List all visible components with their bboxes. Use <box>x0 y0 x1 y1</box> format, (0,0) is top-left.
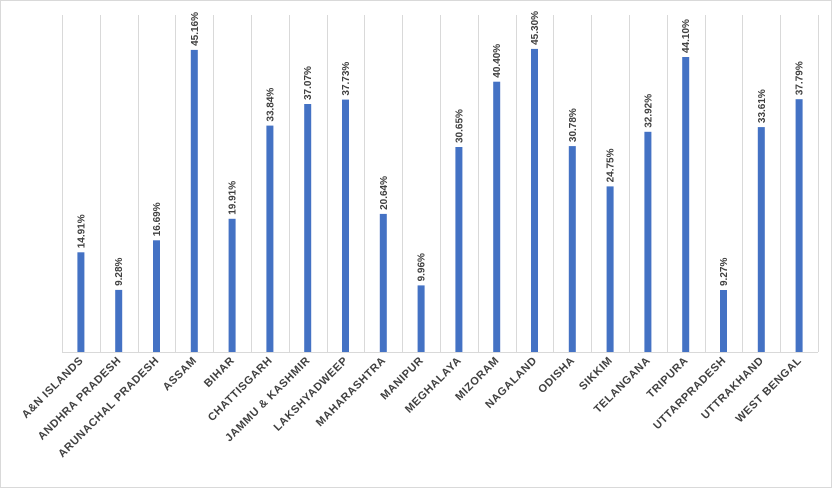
data-label: 30.78% <box>568 108 579 142</box>
bar <box>228 218 236 352</box>
bar <box>568 146 576 352</box>
category-label: UTTARPRADESH <box>651 355 728 432</box>
data-label: 19.91% <box>228 181 239 215</box>
data-label: 9.28% <box>114 257 125 285</box>
category-label: ODISHA <box>536 355 577 396</box>
category-label: BIHAR <box>202 355 237 390</box>
bar <box>115 289 123 352</box>
bar <box>644 131 652 352</box>
bar <box>682 57 690 352</box>
category-label: WEST BENGAL <box>734 355 805 426</box>
category-label: SIKKIM <box>577 355 615 393</box>
bar <box>266 125 274 352</box>
category-label: LAKSHYADWEEP <box>272 355 351 434</box>
bar <box>531 48 538 353</box>
bar <box>795 99 803 352</box>
data-label: 40.40% <box>492 44 503 78</box>
data-label: 9.96% <box>417 253 428 281</box>
bar <box>455 147 463 352</box>
bar <box>153 240 160 352</box>
bar <box>77 252 85 352</box>
data-label: 14.91% <box>76 214 87 248</box>
data-label: 37.79% <box>795 61 806 95</box>
data-label: 37.73% <box>341 62 352 96</box>
data-label: 16.69% <box>152 202 163 236</box>
data-label: 44.10% <box>681 19 692 53</box>
data-label: 20.64% <box>379 176 390 210</box>
bar <box>379 213 387 352</box>
bar <box>720 290 727 352</box>
data-label: 9.27% <box>719 258 730 286</box>
bar <box>304 104 312 352</box>
bar <box>757 127 765 352</box>
category-label: ASSAM <box>161 355 200 394</box>
bar <box>342 99 349 352</box>
bar <box>417 285 425 352</box>
bar <box>493 81 501 352</box>
data-label: 37.07% <box>303 66 314 100</box>
data-label: 30.65% <box>454 109 465 143</box>
data-label: 33.61% <box>757 89 768 123</box>
category-label: A&N ISLANDS <box>20 355 86 421</box>
data-label: 24.75% <box>606 148 617 182</box>
bar <box>606 186 614 352</box>
category-label: CHATTISGARH <box>206 355 275 424</box>
data-label: 45.30% <box>530 11 541 45</box>
data-label: 32.92% <box>643 94 654 128</box>
category-label: MAHARASHTRA <box>314 355 389 430</box>
data-label: 33.84% <box>265 88 276 122</box>
bar <box>190 49 198 353</box>
data-label: 45.16% <box>190 12 201 46</box>
